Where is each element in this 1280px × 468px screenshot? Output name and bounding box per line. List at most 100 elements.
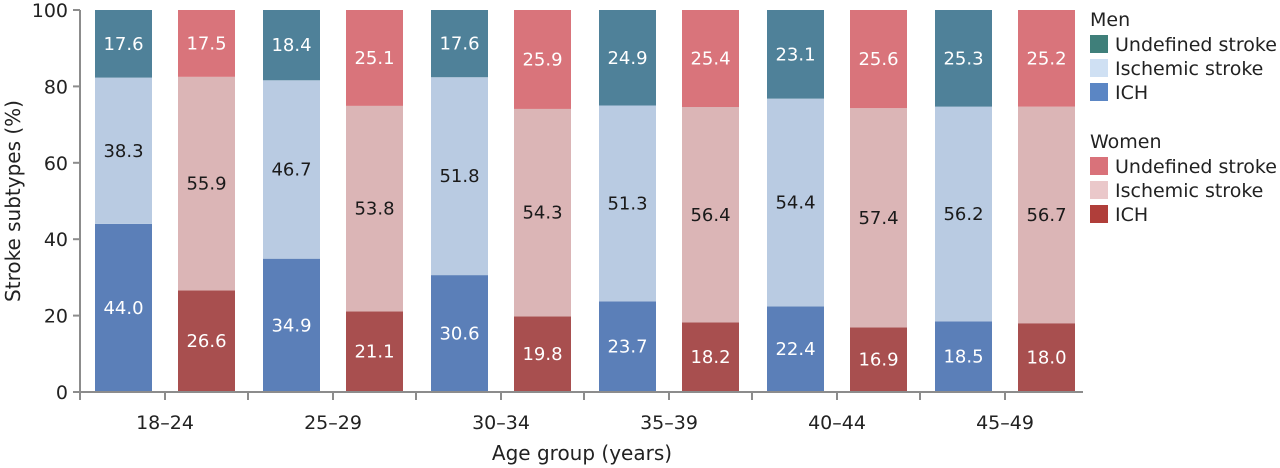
bar-segment-men-ich-40–44: [767, 306, 824, 392]
bar-value-label: 25.4: [690, 49, 730, 70]
y-tick-label: 40: [44, 229, 68, 251]
bar-value-label: 17.6: [103, 34, 143, 55]
bar-segment-men-ich-30–34: [431, 275, 488, 392]
axes: 0 20 40 60 80 100 18–24 25–29 30–34 35–39 40–44 45…: [32, 0, 1083, 434]
legend-label: ICH: [1115, 82, 1148, 104]
bar-value-label: 51.8: [439, 166, 479, 187]
bar-segment-women-ischemic-stroke-25–29: [346, 105, 403, 312]
y-tick-label: 80: [44, 76, 68, 98]
bar-value-label: 18.0: [1026, 348, 1066, 369]
legend-swatch: [1090, 83, 1108, 101]
y-tick-label: 60: [44, 153, 68, 175]
legend-item: Undefined stroke: [1090, 156, 1277, 178]
bar-value-label: 53.8: [354, 199, 394, 220]
bar-value-label: 51.3: [607, 193, 647, 214]
y-tick-label: 20: [44, 306, 68, 328]
bar-value-label: 23.7: [607, 337, 647, 358]
bar-segment-men-undefined-stroke-40–44: [767, 10, 824, 99]
bar-segment-men-undefined-stroke-45–49: [935, 10, 992, 107]
legend-swatch: [1090, 181, 1108, 199]
legend-swatch: [1090, 35, 1108, 53]
bar-value-label: 25.6: [858, 49, 898, 70]
bar-segment-men-ischemic-stroke-45–49: [935, 106, 992, 322]
bar-segment-women-undefined-stroke-35–39: [682, 10, 739, 108]
bars-layer: [95, 10, 1075, 392]
bar-segment-men-ischemic-stroke-18–24: [95, 77, 152, 224]
bar-value-label: 34.9: [271, 315, 311, 336]
bar-value-label: 17.6: [439, 34, 479, 55]
legend-label: Ischemic stroke: [1115, 180, 1263, 202]
bar-segment-men-ischemic-stroke-30–34: [431, 77, 488, 276]
x-axis-title: Age group (years): [492, 441, 672, 465]
legend-label: ICH: [1115, 204, 1148, 226]
bar-value-label: 18.4: [271, 35, 311, 56]
bar-value-label: 54.3: [522, 203, 562, 224]
legend-item: Undefined stroke: [1090, 34, 1277, 56]
legend-swatch: [1090, 205, 1108, 223]
x-ticks: 18–24 25–29 30–34 35–39 40–44 45–49: [79, 392, 1034, 434]
bar-value-label: 44.0: [103, 298, 143, 319]
bar-value-label: 30.6: [439, 324, 479, 345]
bar-value-label: 18.2: [690, 347, 730, 368]
legend-title-women: Women: [1090, 131, 1162, 153]
x-tick-label: 40–44: [808, 412, 866, 434]
bar-segment-women-ischemic-stroke-40–44: [850, 108, 907, 328]
bar-segment-men-ischemic-stroke-25–29: [263, 80, 320, 259]
bar-segment-men-ich-45–49: [935, 321, 992, 392]
x-tick-label: 45–49: [976, 412, 1034, 434]
y-ticks: 0 20 40 60 80 100: [32, 0, 80, 404]
bar-segment-women-ich-45–49: [1018, 323, 1075, 392]
bar-segment-men-undefined-stroke-35–39: [599, 10, 656, 106]
legend-label: Ischemic stroke: [1115, 58, 1263, 80]
bar-value-label: 46.7: [271, 159, 311, 180]
bar-segment-women-undefined-stroke-25–29: [346, 10, 403, 106]
bar-value-label: 56.2: [943, 204, 983, 225]
bar-segment-women-ich-35–39: [682, 322, 739, 392]
bar-segment-women-ich-40–44: [850, 327, 907, 392]
bar-value-label: 54.4: [775, 193, 815, 214]
bar-value-label: 38.3: [103, 141, 143, 162]
legend-item: ICH: [1090, 204, 1148, 226]
bar-segment-women-undefined-stroke-45–49: [1018, 10, 1075, 107]
bar-segment-women-ischemic-stroke-45–49: [1018, 106, 1075, 324]
x-tick-label: 35–39: [640, 412, 698, 434]
bar-segment-women-ich-25–29: [346, 311, 403, 392]
bar-value-label: 26.6: [186, 331, 226, 352]
bar-segment-men-undefined-stroke-18–24: [95, 10, 152, 78]
bar-value-label: 21.1: [354, 342, 394, 363]
bar-segment-men-undefined-stroke-25–29: [263, 10, 320, 81]
bar-segment-women-ich-30–34: [514, 316, 571, 392]
legend-swatch: [1090, 157, 1108, 175]
bar-segment-women-ischemic-stroke-18–24: [178, 76, 235, 291]
bar-value-label: 23.1: [775, 44, 815, 65]
bar-value-label: 25.9: [522, 49, 562, 70]
bar-segment-men-undefined-stroke-30–34: [431, 10, 488, 78]
bar-segment-men-ischemic-stroke-40–44: [767, 98, 824, 307]
bar-segment-women-ischemic-stroke-30–34: [514, 108, 571, 317]
bar-value-label: 25.1: [354, 48, 394, 69]
bar-value-label: 19.8: [522, 344, 562, 365]
bar-value-label: 25.3: [943, 48, 983, 69]
bar-segment-men-ich-35–39: [599, 301, 656, 392]
bar-segment-women-ich-18–24: [178, 290, 235, 392]
legend-label: Undefined stroke: [1115, 34, 1277, 56]
bar-labels-layer: 44.0 38.3 17.6 26.6 55.9 17.5 34.9 46.7 18.4 21.1…: [103, 33, 1066, 370]
legend-item: Ischemic stroke: [1090, 180, 1263, 202]
bar-value-label: 25.2: [1026, 48, 1066, 69]
x-tick-label: 25–29: [304, 412, 362, 434]
legend-item: ICH: [1090, 82, 1148, 104]
bar-segment-women-undefined-stroke-30–34: [514, 10, 571, 109]
bar-value-label: 16.9: [858, 350, 898, 371]
bar-segment-men-ischemic-stroke-35–39: [599, 105, 656, 302]
y-tick-label: 0: [56, 382, 68, 404]
bar-segment-women-undefined-stroke-40–44: [850, 10, 907, 109]
bar-segment-women-ischemic-stroke-35–39: [682, 107, 739, 323]
bar-value-label: 22.4: [775, 339, 815, 360]
x-tick-label: 30–34: [472, 412, 530, 434]
y-tick-label: 100: [32, 0, 68, 22]
bar-segment-women-undefined-stroke-18–24: [178, 10, 235, 77]
bar-value-label: 56.7: [1026, 205, 1066, 226]
y-axis-title: Stroke subtypes (%): [1, 100, 25, 302]
bar-value-label: 55.9: [186, 174, 226, 195]
